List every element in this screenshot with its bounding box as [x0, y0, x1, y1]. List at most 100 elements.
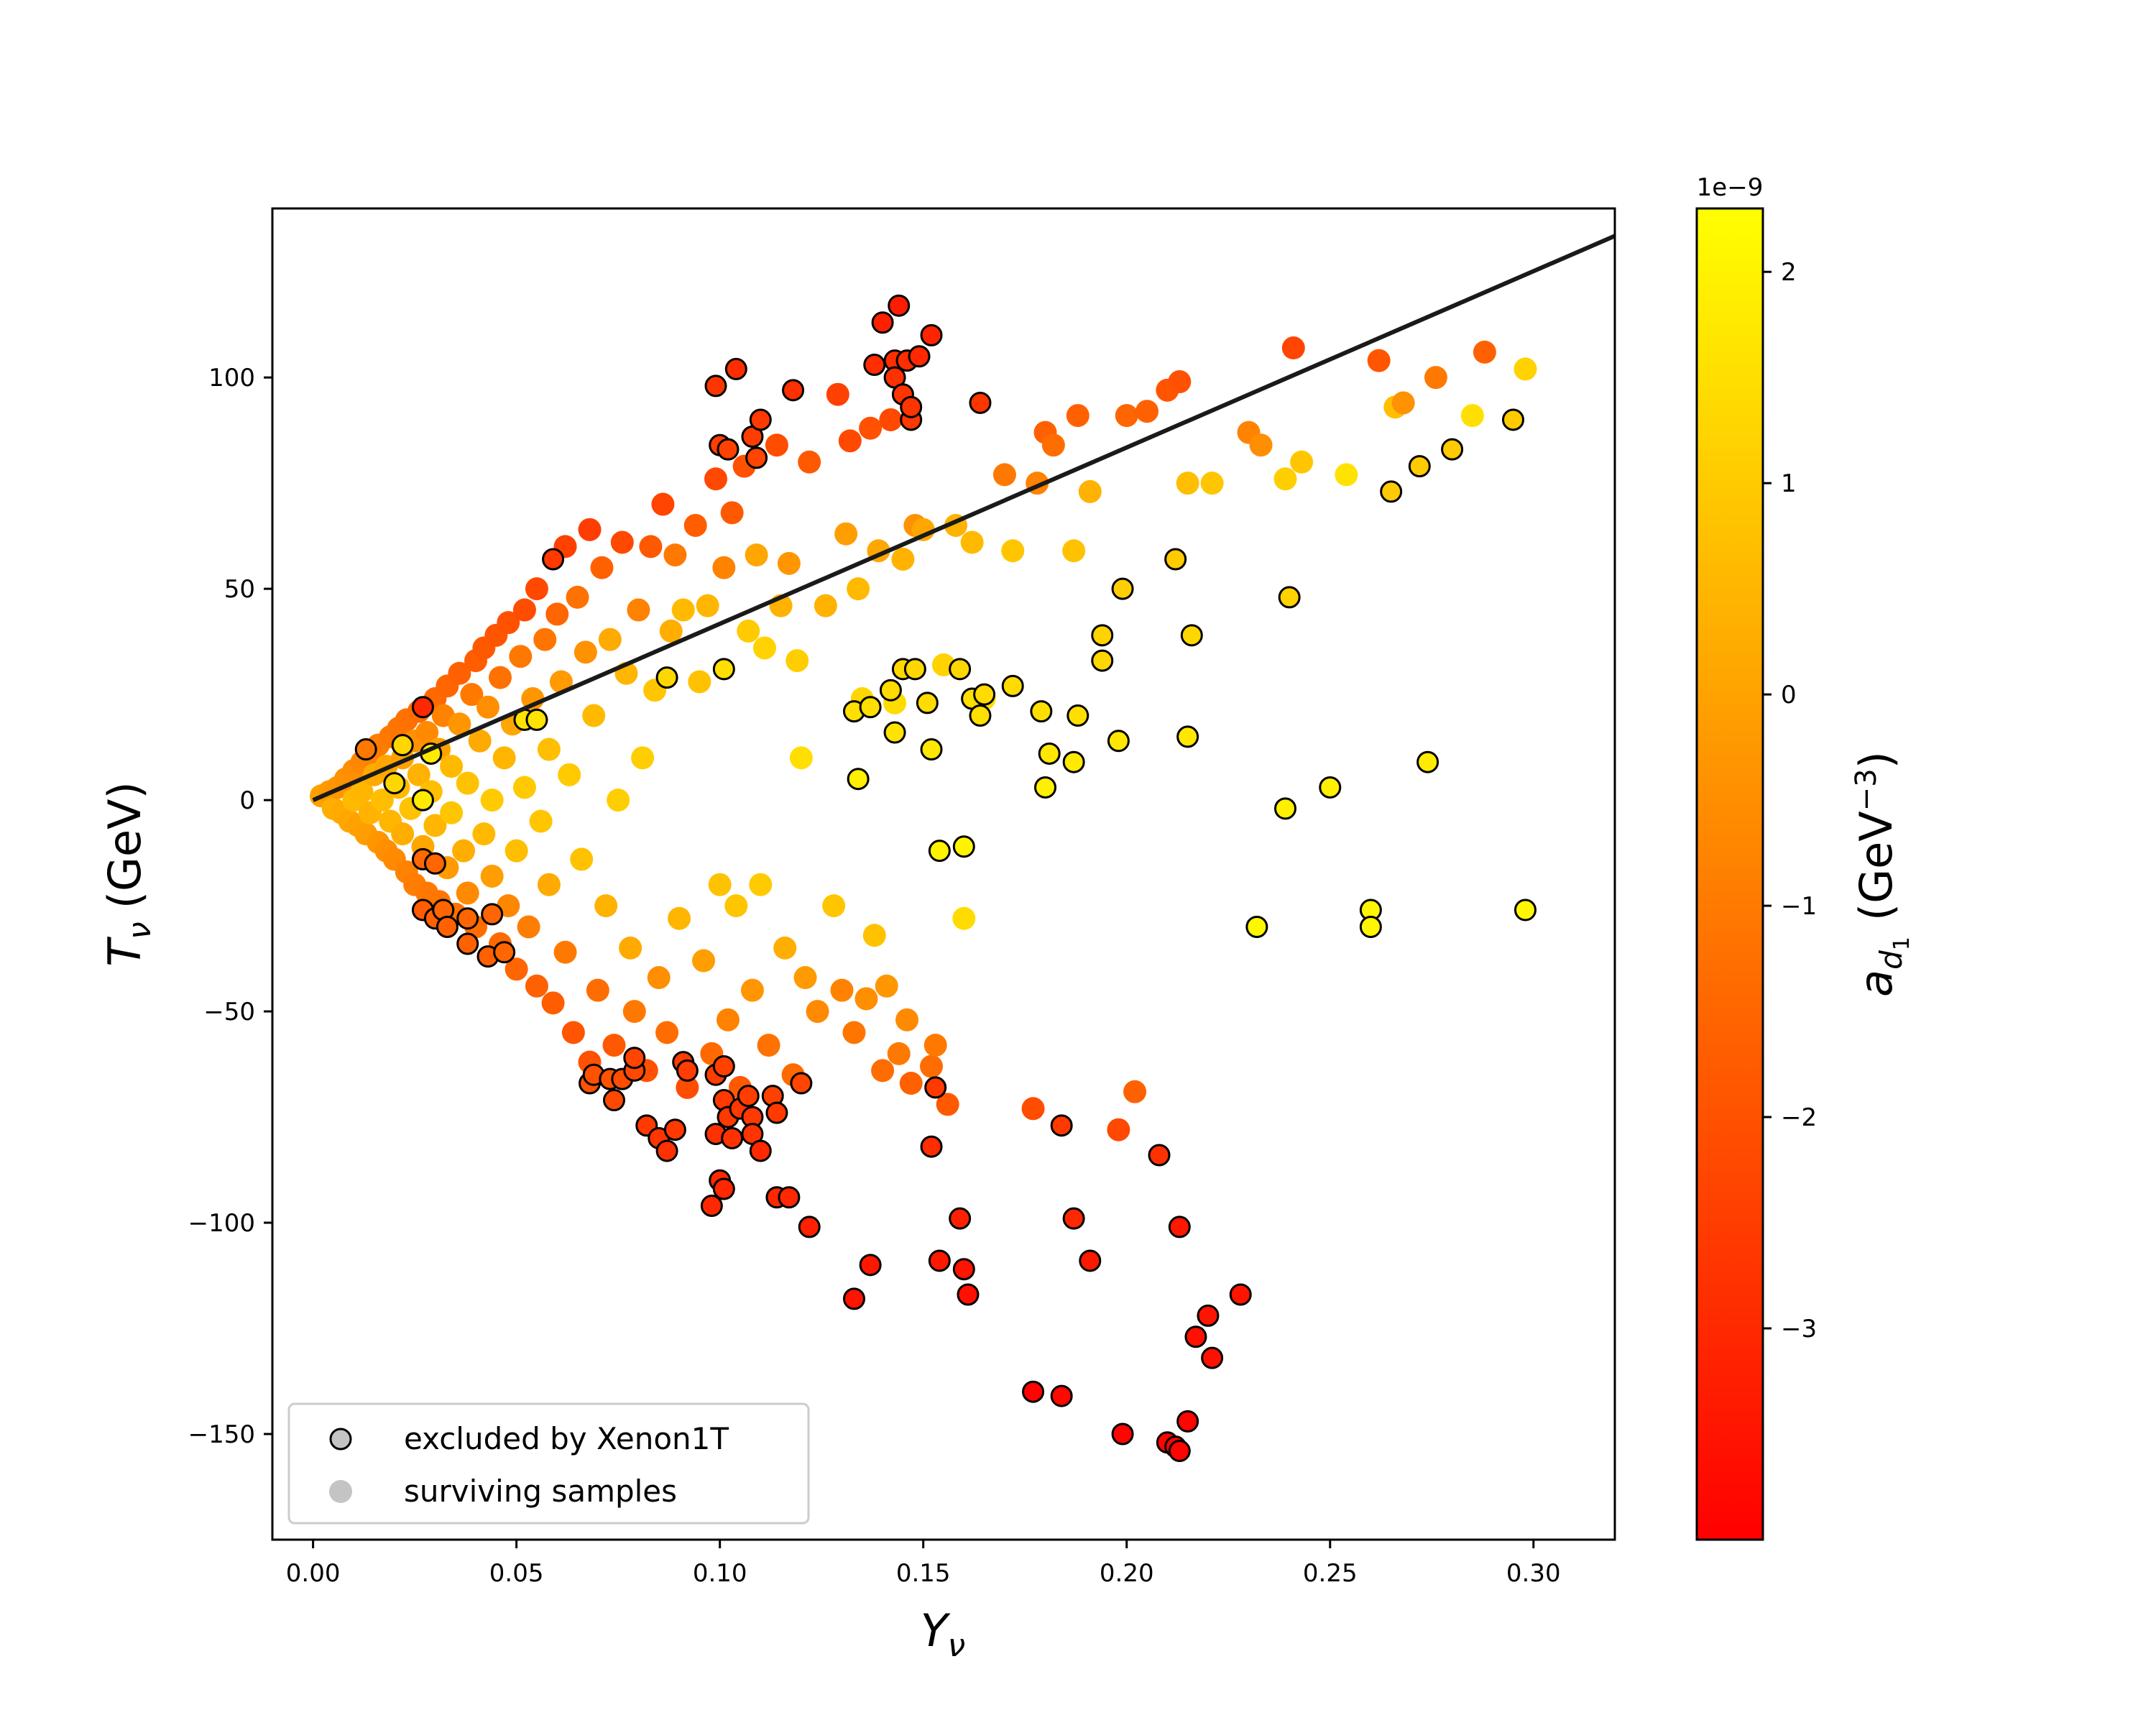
surviving-point: [1066, 404, 1089, 428]
colorbar-gradient: [1695, 207, 1764, 1541]
excluded-point: [973, 683, 996, 706]
surviving-point: [871, 1059, 895, 1083]
excluded-point: [602, 1089, 625, 1112]
y-tick-label: −150: [188, 1420, 255, 1449]
x-axis-label-sub: ν: [948, 1627, 966, 1664]
surviving-point: [602, 1034, 626, 1057]
surviving-point: [1115, 404, 1138, 428]
excluded-point: [1001, 674, 1024, 697]
excluded-point: [1067, 704, 1089, 727]
y-tick-label: −50: [203, 998, 255, 1026]
excluded-point: [1107, 730, 1130, 753]
excluded-point: [1168, 1440, 1191, 1463]
excluded-point: [1201, 1346, 1224, 1369]
colorbar-tick-label: 1: [1781, 469, 1797, 498]
excluded-point: [924, 1076, 947, 1099]
colorbar: 1e−9 210−1−2−3 ad1(GeV−3): [1695, 173, 1915, 1541]
colorbar-label: ad1 (GeV−3): [1850, 751, 1915, 997]
surviving-point: [488, 666, 512, 689]
excluded-point: [883, 721, 906, 744]
excluded-point: [1380, 480, 1403, 503]
surviving-point: [582, 704, 606, 727]
surviving-point: [512, 776, 536, 799]
excluded-point: [1111, 1423, 1134, 1446]
excluded-point: [1050, 1384, 1073, 1407]
surviving-point: [619, 936, 642, 960]
excluded-point: [782, 379, 805, 402]
x-tick-label: 0.00: [286, 1559, 341, 1588]
excluded-point: [1034, 776, 1057, 799]
excluded-point: [1111, 577, 1134, 600]
excluded-point: [1416, 750, 1439, 773]
excluded-point: [1408, 455, 1431, 478]
excluded-point: [920, 323, 943, 346]
surviving-point: [936, 1093, 959, 1116]
surviving-point: [704, 467, 728, 491]
surviving-point: [720, 501, 744, 525]
surviving-point: [529, 809, 553, 833]
colorbar-label-main: a: [1850, 970, 1902, 997]
surviving-point: [692, 949, 716, 973]
excluded-point: [859, 696, 882, 719]
surviving-point: [651, 492, 675, 516]
surviving-point: [622, 1000, 646, 1024]
excluded-point: [411, 789, 434, 812]
surviving-point: [952, 906, 976, 930]
surviving-point: [834, 522, 858, 546]
colorbar-label-exp: −3: [1850, 768, 1883, 811]
y-tick-label: 0: [239, 786, 255, 815]
surviving-point: [1514, 357, 1537, 381]
x-tick-label: 0.05: [489, 1559, 544, 1588]
surviving-point: [847, 577, 870, 601]
colorbar-label-sub: d: [1874, 950, 1909, 970]
surviving-point: [1021, 1097, 1045, 1121]
excluded-point: [1278, 586, 1301, 609]
excluded-point: [952, 1258, 975, 1281]
excluded-point: [1062, 1207, 1085, 1230]
surviving-point: [480, 789, 504, 812]
surviving-point: [830, 978, 854, 1002]
excluded-point: [949, 1207, 972, 1230]
excluded-point: [765, 1101, 788, 1124]
excluded-point: [1273, 797, 1296, 820]
excluded-point: [916, 691, 939, 714]
surviving-point: [696, 594, 719, 617]
excluded-point: [1038, 742, 1061, 765]
surviving-point: [1168, 370, 1192, 394]
surviving-point: [570, 847, 594, 871]
excluded-point: [900, 395, 923, 418]
surviving-point: [573, 640, 597, 664]
colorbar-tick-label: 2: [1781, 258, 1797, 287]
y-axis-label: Tν (GeV): [98, 781, 158, 966]
surviving-point: [806, 1000, 829, 1024]
excluded-point: [863, 354, 886, 377]
excluded-point: [847, 768, 870, 791]
excluded-point: [928, 1249, 951, 1272]
surviving-point: [537, 873, 561, 896]
excluded-point: [1184, 1325, 1207, 1348]
surviving-point: [1107, 1118, 1130, 1141]
surviving-point: [505, 839, 528, 863]
excluded-point: [1197, 1304, 1220, 1327]
colorbar-ticks: 2 1 0 −1 −2 −3: [1763, 258, 1817, 1343]
surviving-point: [668, 906, 691, 930]
excluded-point: [1050, 1114, 1073, 1137]
surviving-point: [1335, 463, 1358, 487]
surviving-point: [1290, 450, 1314, 474]
surviving-point: [1176, 472, 1199, 495]
surviving-point: [1135, 400, 1159, 423]
surviving-point: [793, 966, 817, 990]
excluded-point: [1022, 1380, 1045, 1403]
excluded-point: [928, 840, 951, 863]
surviving-point: [525, 974, 548, 998]
excluded-point: [859, 1254, 882, 1277]
surviving-point: [497, 611, 520, 635]
surviving-point: [460, 683, 484, 707]
excluded-point: [1514, 899, 1537, 922]
surviving-point: [639, 535, 663, 559]
excluded-point: [1229, 1283, 1252, 1306]
surviving-point: [854, 987, 878, 1011]
surviving-point: [545, 602, 569, 626]
excluded-point: [1079, 1249, 1102, 1272]
